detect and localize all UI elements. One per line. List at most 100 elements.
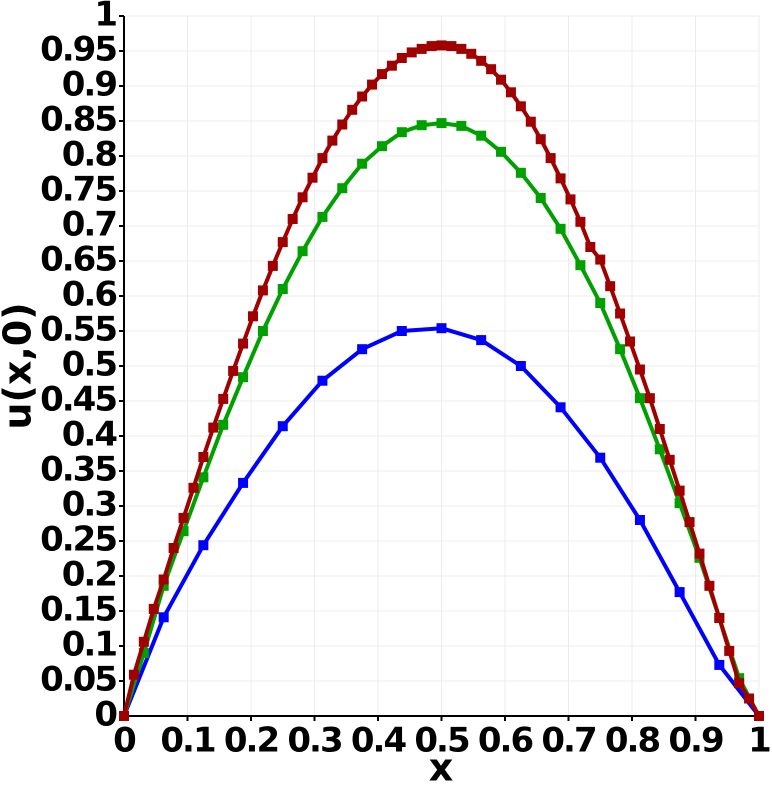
marker bbox=[595, 452, 606, 463]
marker bbox=[317, 375, 328, 386]
y-tick-label: 0.95 bbox=[40, 30, 116, 70]
marker bbox=[257, 326, 268, 336]
marker bbox=[496, 146, 507, 157]
y-tick-label: 0.1 bbox=[62, 625, 117, 665]
marker bbox=[555, 402, 566, 413]
marker bbox=[327, 135, 338, 146]
marker bbox=[218, 419, 229, 430]
marker bbox=[158, 574, 169, 585]
marker bbox=[476, 130, 487, 141]
marker bbox=[436, 40, 447, 51]
marker bbox=[545, 153, 556, 164]
marker bbox=[238, 477, 249, 488]
marker bbox=[396, 326, 407, 336]
y-axis-label: u(x,0) bbox=[0, 302, 40, 429]
y-tick-label: 0.3 bbox=[62, 485, 116, 525]
y-tick-label: 0.75 bbox=[40, 170, 116, 210]
marker bbox=[575, 216, 586, 227]
y-tick-label: 0.55 bbox=[40, 310, 116, 350]
y-tick-label: 1 bbox=[94, 0, 116, 35]
x-tick-label: 0.9 bbox=[668, 721, 723, 761]
marker bbox=[158, 612, 169, 623]
marker bbox=[317, 153, 328, 164]
marker bbox=[684, 517, 695, 528]
marker bbox=[515, 361, 526, 371]
marker bbox=[119, 711, 129, 721]
marker bbox=[386, 60, 397, 71]
marker bbox=[436, 323, 447, 334]
marker bbox=[615, 344, 626, 355]
marker bbox=[148, 603, 159, 614]
marker bbox=[426, 41, 437, 52]
marker bbox=[476, 335, 487, 346]
y-tick-label: 0.05 bbox=[40, 660, 116, 700]
x-tick-label: 0.7 bbox=[541, 721, 595, 761]
marker bbox=[337, 119, 348, 130]
marker bbox=[634, 364, 645, 375]
x-tick-label: 0.4 bbox=[351, 721, 407, 761]
marker bbox=[257, 285, 268, 296]
marker bbox=[347, 104, 358, 115]
marker bbox=[515, 101, 526, 112]
marker bbox=[605, 281, 616, 292]
marker bbox=[376, 141, 387, 152]
y-tick-label: 0.45 bbox=[40, 380, 116, 420]
x-tick-label: 0.6 bbox=[478, 721, 533, 761]
marker bbox=[496, 74, 507, 85]
marker bbox=[634, 515, 645, 525]
y-tick-label: 0.65 bbox=[40, 240, 116, 280]
marker bbox=[466, 48, 477, 59]
marker bbox=[138, 648, 149, 658]
marker bbox=[238, 338, 249, 349]
marker bbox=[376, 69, 387, 80]
marker bbox=[446, 41, 457, 52]
y-tick-label: 0.25 bbox=[40, 520, 116, 560]
marker bbox=[287, 214, 298, 224]
marker bbox=[714, 659, 725, 670]
marker bbox=[615, 308, 626, 319]
marker bbox=[158, 580, 169, 591]
marker bbox=[277, 237, 288, 248]
y-tick-label: 0.5 bbox=[62, 345, 117, 385]
marker bbox=[198, 540, 209, 551]
marker bbox=[565, 194, 576, 205]
marker bbox=[456, 43, 467, 54]
marker bbox=[714, 613, 725, 623]
marker bbox=[436, 118, 447, 129]
x-tick-label: 0.2 bbox=[224, 721, 278, 761]
marker bbox=[654, 444, 665, 455]
x-tick-label: 1 bbox=[748, 721, 770, 761]
y-tick-label: 0.85 bbox=[40, 100, 116, 140]
marker bbox=[297, 246, 308, 257]
marker bbox=[585, 242, 596, 252]
y-tick-label: 0 bbox=[94, 695, 117, 735]
marker bbox=[238, 372, 249, 383]
y-tick-label: 0.9 bbox=[62, 65, 117, 105]
marker bbox=[486, 64, 497, 75]
marker bbox=[218, 393, 229, 404]
marker bbox=[198, 452, 209, 462]
marker bbox=[396, 53, 407, 63]
marker bbox=[724, 645, 735, 656]
marker bbox=[416, 120, 427, 131]
marker bbox=[535, 193, 546, 203]
marker bbox=[625, 336, 636, 347]
marker bbox=[357, 344, 368, 355]
marker bbox=[367, 79, 378, 90]
marker bbox=[575, 260, 586, 271]
x-tick-label: 0.1 bbox=[160, 721, 215, 761]
marker bbox=[535, 134, 546, 145]
marker bbox=[317, 211, 328, 222]
marker bbox=[277, 421, 288, 432]
y-tick-label: 0.4 bbox=[62, 415, 118, 455]
y-tick-label: 0.7 bbox=[62, 205, 116, 245]
marker bbox=[267, 260, 278, 271]
marker bbox=[644, 393, 655, 404]
marker bbox=[178, 512, 189, 523]
x-tick-label: 0 bbox=[113, 721, 136, 761]
marker bbox=[128, 669, 139, 680]
y-tick-label: 0.2 bbox=[62, 555, 116, 595]
marker bbox=[515, 167, 526, 178]
